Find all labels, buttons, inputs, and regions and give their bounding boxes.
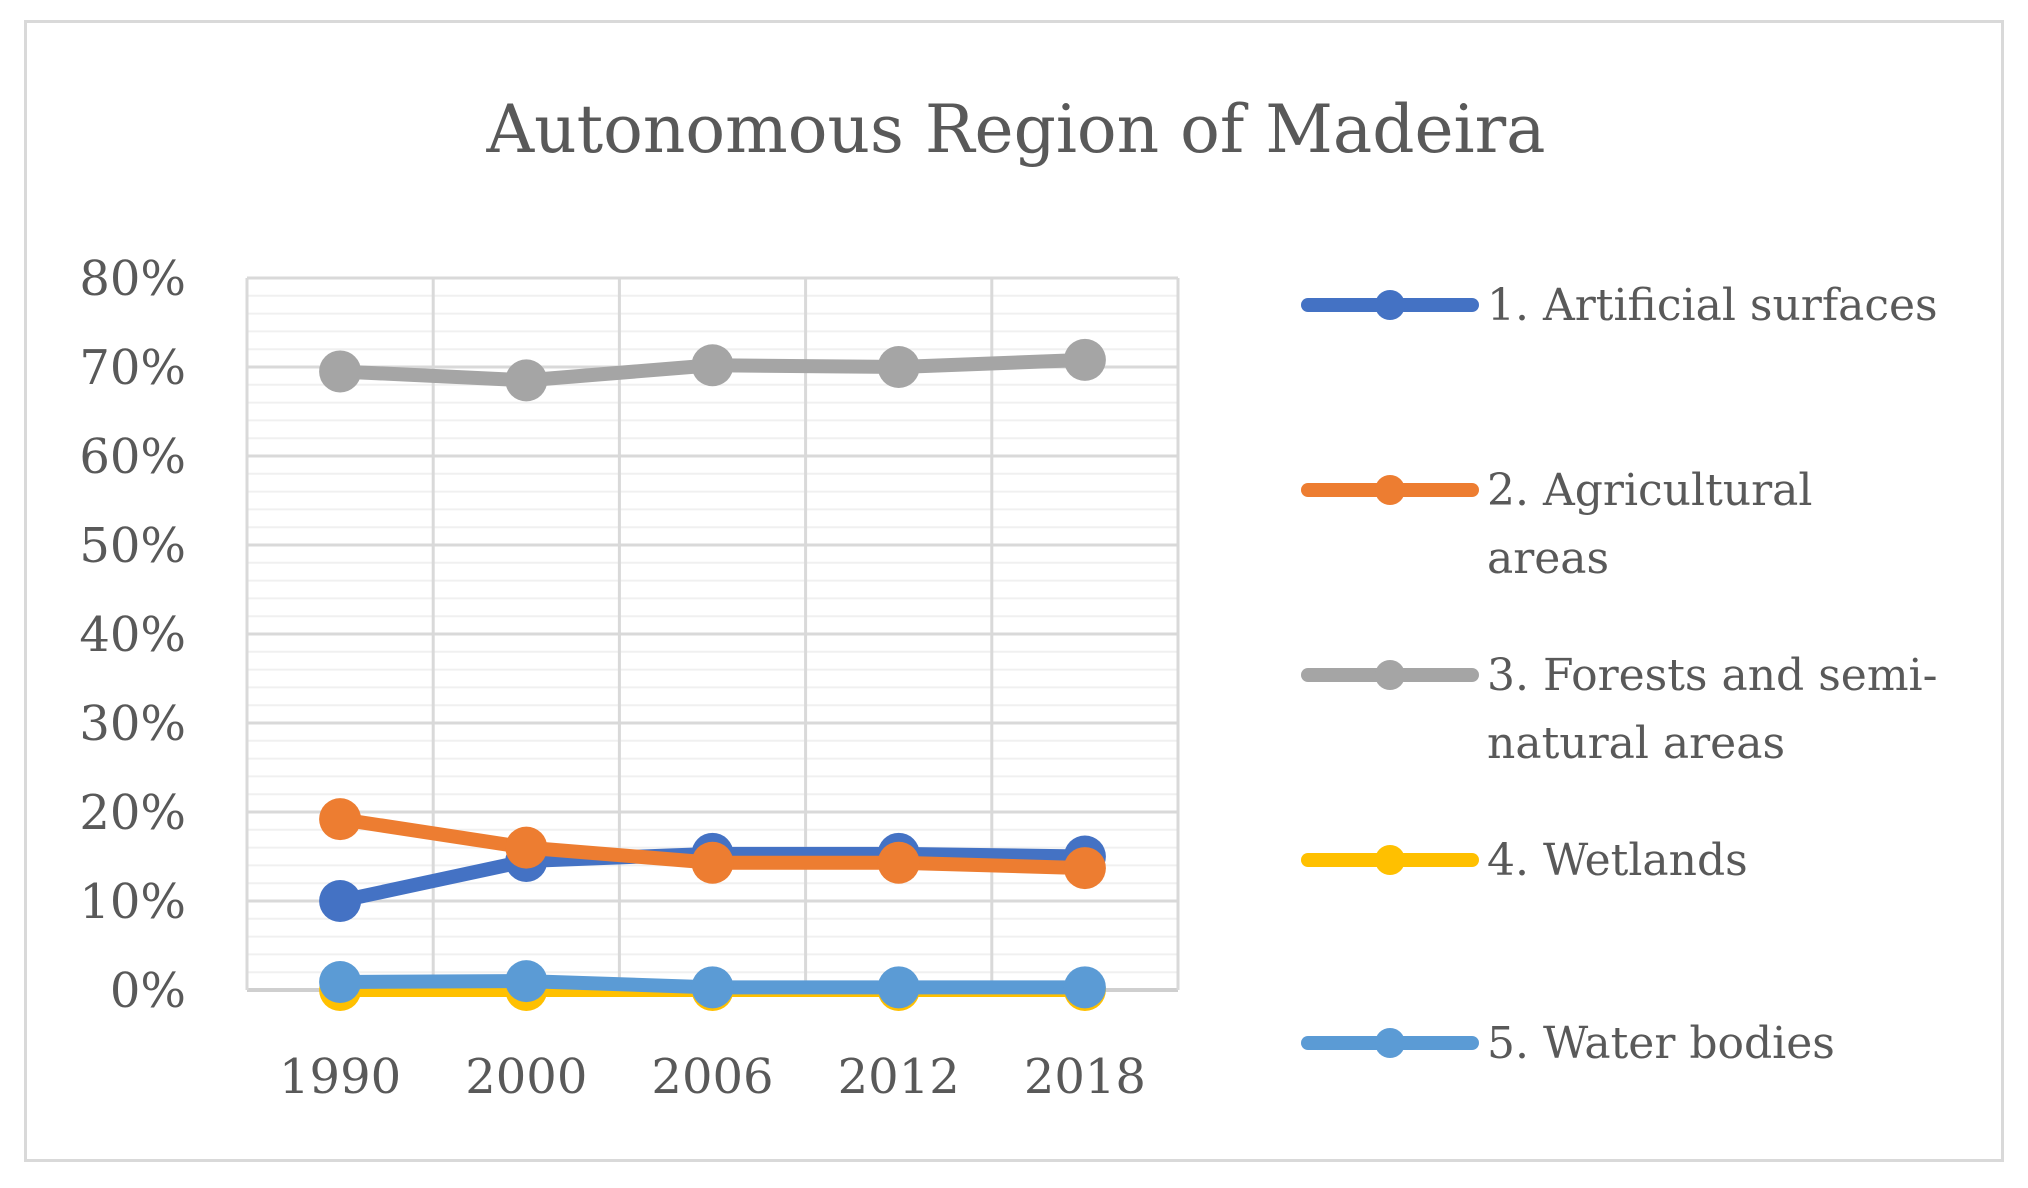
series-5 (319, 960, 1106, 1009)
legend-label: 2. Agricultural areas (1487, 465, 1812, 584)
data-point (319, 350, 362, 393)
legend-label-line: areas (1487, 533, 1609, 584)
legend-item: 2. Agricultural areas (1301, 465, 1812, 584)
data-point (319, 960, 362, 1003)
legend-item: 4. Wetlands (1301, 835, 1748, 886)
legend-item: 1. Artificial surfaces (1301, 280, 1938, 331)
data-point (505, 826, 548, 869)
legend-item: 3. Forests and semi-natural areas (1301, 650, 1937, 769)
x-tick-label: 2000 (465, 1049, 587, 1105)
legend-swatch-marker (1375, 845, 1405, 875)
data-point (1063, 966, 1106, 1009)
legend-swatch-marker (1375, 660, 1405, 690)
y-tick-label: 30% (79, 696, 186, 752)
y-tick-label: 50% (79, 518, 186, 574)
x-tick-label: 2012 (838, 1049, 960, 1105)
data-point (877, 966, 920, 1009)
x-axis-tick-labels: 1990 2000 2006 2012 2018 (279, 1049, 1146, 1105)
legend: 1. Artificial surfaces 2. Agricultural are… (1301, 280, 1938, 1069)
legend-swatch-marker (1375, 1028, 1405, 1058)
data-point (1063, 847, 1106, 890)
x-tick-label: 2018 (1024, 1049, 1146, 1105)
legend-label: 3. Forests and semi-natural areas (1487, 650, 1937, 769)
y-tick-label: 80% (79, 251, 186, 307)
data-point (691, 966, 734, 1009)
legend-label: 1. Artificial surfaces (1487, 280, 1938, 331)
y-axis-tick-labels: 0% 10% 20% 30% 40% 50% 60% 70% 80% (79, 251, 186, 1019)
y-tick-label: 70% (79, 340, 186, 396)
data-point (877, 346, 920, 388)
legend-label-line: 1. Artificial surfaces (1487, 280, 1938, 331)
x-tick-label: 2006 (651, 1049, 773, 1105)
data-point (319, 798, 362, 841)
legend-swatch-marker (1375, 475, 1405, 505)
y-tick-label: 20% (79, 785, 186, 841)
y-tick-label: 10% (79, 874, 186, 930)
x-tick-label: 1990 (279, 1049, 401, 1105)
data-point (505, 359, 548, 402)
legend-label: 5. Water bodies (1487, 1018, 1835, 1069)
minor-gridlines (247, 294, 1178, 974)
y-tick-label: 0% (110, 963, 186, 1019)
series-lines (319, 338, 1106, 1011)
data-point (1063, 338, 1106, 381)
chart-title: Autonomous Region of Madeira (485, 91, 1545, 168)
series-2 (319, 798, 1106, 890)
legend-label-line: 4. Wetlands (1487, 835, 1748, 886)
legend-item: 5. Water bodies (1301, 1018, 1835, 1069)
y-tick-label: 60% (79, 429, 186, 485)
data-point (319, 880, 362, 922)
legend-label-line: 5. Water bodies (1487, 1018, 1835, 1069)
legend-swatch-marker (1375, 290, 1405, 320)
series-3 (319, 338, 1106, 402)
data-point (691, 344, 734, 387)
legend-label-line: 2. Agricultural (1487, 465, 1812, 516)
data-point (505, 960, 548, 1003)
legend-label-line: natural areas (1487, 718, 1785, 769)
legend-label: 4. Wetlands (1487, 835, 1748, 886)
y-tick-label: 40% (79, 607, 186, 663)
data-point (691, 841, 734, 884)
data-point (877, 841, 920, 884)
legend-label-line: 3. Forests and semi- (1487, 650, 1937, 701)
